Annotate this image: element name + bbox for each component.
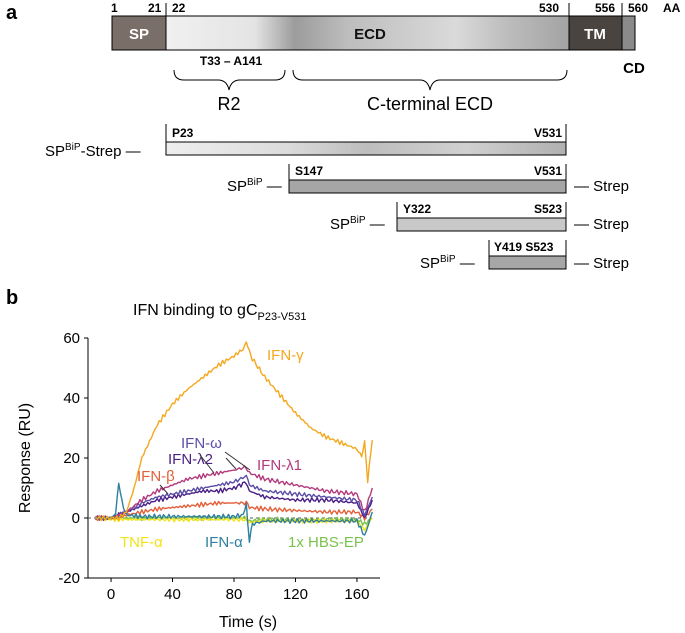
y-tick-label: 40	[63, 390, 80, 407]
construct-4-prefix: SPBiP —	[420, 254, 475, 272]
construct-3-prefix: SPBiP —	[330, 215, 385, 233]
y-tick-label: 20	[63, 450, 80, 467]
construct-3-tail: — Strep	[574, 216, 629, 233]
pos-1: 1	[111, 1, 118, 15]
pos-556: 556	[595, 1, 615, 15]
y-tick-label: 60	[63, 330, 80, 347]
pos-530: 530	[539, 1, 559, 15]
series-line-ifn-	[95, 500, 373, 521]
series-line-ifn-	[95, 482, 373, 543]
r2-brace	[173, 69, 286, 91]
r2-range-label: T33 – A141	[200, 54, 263, 68]
domain-tm	[568, 15, 623, 51]
chart-title: IFN binding to gCP23-V531	[133, 302, 306, 323]
x-axis-label: Time (s)	[219, 614, 277, 631]
construct-4-tail: — Strep	[574, 255, 629, 272]
construct-1-prefix: SPBiP-Strep —	[45, 142, 141, 160]
x-tick-label: 40	[164, 586, 181, 603]
construct-3-bar	[396, 217, 567, 232]
cterm-brace	[292, 69, 568, 91]
series-line-ifn-2	[95, 481, 373, 521]
x-tick-label: 120	[283, 586, 308, 603]
domain-sp	[111, 15, 167, 51]
domain-sp-label: SP	[129, 26, 149, 43]
label-ifn-beta: IFN-β	[137, 468, 175, 485]
label-ifn-omega: IFN-ω	[181, 435, 222, 452]
series-line-tnf-	[95, 515, 373, 532]
domain-ecd-label: ECD	[354, 26, 386, 43]
cterm-label: C-terminal ECD	[367, 94, 493, 114]
construct-1-bar	[165, 141, 567, 156]
y-tick-label: 0	[72, 510, 80, 527]
construct-2-prefix: SPBiP —	[227, 177, 282, 195]
construct-2-start: S147	[295, 164, 323, 178]
pos-21: 21	[148, 1, 162, 15]
construct-4: SPBiP — Y419 S523 — Strep	[420, 240, 629, 272]
label-hbs-ep: 1x HBS-EP	[288, 534, 364, 551]
pos-22: 22	[172, 1, 186, 15]
panel-b-label: b	[6, 287, 18, 309]
label-ifn-lambda1: IFN-λ1	[257, 457, 302, 474]
construct-2-end: V531	[534, 164, 562, 178]
construct-1-start: P23	[172, 126, 194, 140]
annotation-arrows	[159, 451, 251, 495]
series-line-ifn-	[95, 474, 373, 520]
domain-cd	[621, 15, 636, 51]
panel-a-label: a	[6, 2, 18, 24]
position-ticks	[165, 3, 623, 16]
construct-2-bar	[288, 179, 567, 194]
sensorgram-chart: -20 0 20 40 60 0 40 80 120 160	[58, 330, 380, 603]
pos-560: 560	[628, 1, 648, 15]
x-tick-label: 80	[226, 586, 243, 603]
label-tnf-alpha: TNF-α	[120, 534, 163, 551]
domain-ecd	[165, 15, 570, 51]
series-line-ifn-	[95, 341, 373, 521]
construct-4-start: Y419 S523	[494, 240, 554, 254]
construct-3-start: Y322	[403, 202, 431, 216]
label-ifn-alpha: IFN-α	[205, 534, 243, 551]
aa-label: AA	[663, 1, 681, 15]
construct-4-bar	[488, 255, 567, 270]
y-axis-label: Response (RU)	[17, 403, 34, 513]
construct-3-end: S523	[534, 202, 562, 216]
series-line-ifn-1	[95, 465, 373, 521]
construct-1: SPBiP-Strep — P23 V531	[45, 124, 567, 160]
construct-2: SPBiP — S147 V531 — Strep	[227, 164, 629, 195]
x-tick-label: 160	[344, 586, 369, 603]
construct-1-end: V531	[534, 126, 562, 140]
construct-2-tail: — Strep	[574, 178, 629, 195]
construct-3: SPBiP — Y322 S523 — Strep	[330, 202, 629, 233]
r2-label: R2	[217, 94, 240, 114]
domain-tm-label: TM	[584, 26, 606, 43]
label-ifn-gamma: IFN-γ	[267, 347, 304, 364]
label-ifn-lambda2: IFN-λ2	[168, 451, 213, 468]
domain-cd-label: CD	[623, 60, 645, 77]
x-tick-label: 0	[107, 586, 115, 603]
y-tick-label: -20	[58, 570, 80, 587]
